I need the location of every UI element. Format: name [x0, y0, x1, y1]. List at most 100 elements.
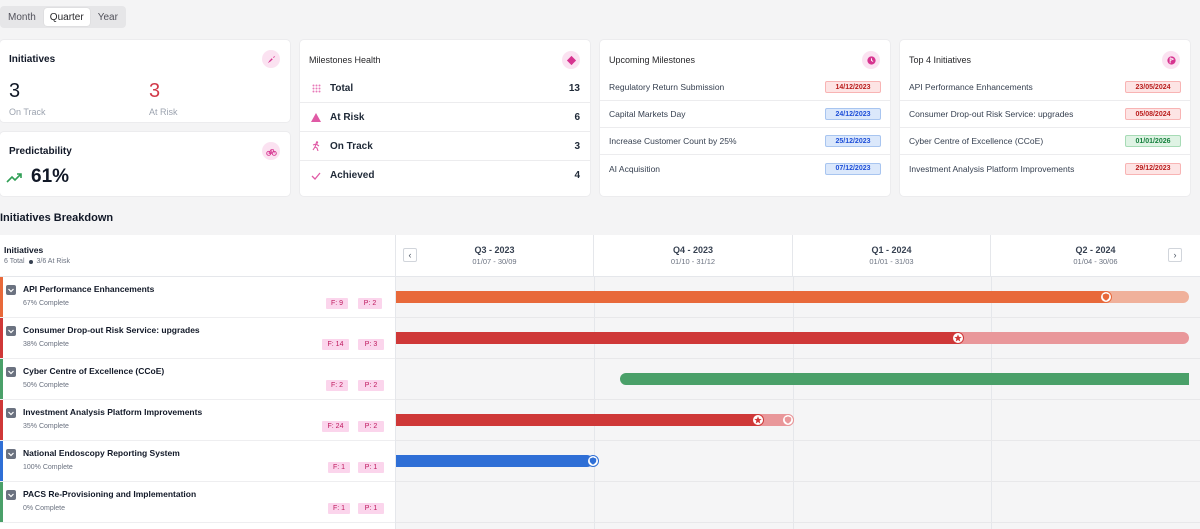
quarter-header: Q2 - 2024 01/04 - 30/06: [991, 235, 1200, 277]
on-track-count: 3: [9, 80, 21, 102]
initiative-complete: 100% Complete: [23, 464, 73, 471]
initiative-row[interactable]: PACS Re-Provisioning and Implementation …: [0, 482, 395, 523]
quarter-title: Q1 - 2024: [871, 245, 912, 255]
quarter-header: Q4 - 2023 01/10 - 31/12: [594, 235, 793, 277]
features-count-badge: F: 9: [326, 298, 348, 309]
milestone-at-risk-count: 6: [574, 111, 580, 123]
status-stripe: [0, 318, 3, 358]
gantt-bar[interactable]: [396, 414, 758, 426]
expand-toggle-icon[interactable]: [6, 449, 16, 459]
grid-dots-icon: [300, 84, 330, 93]
projects-count-badge: P: 1: [358, 462, 384, 473]
initiative-row[interactable]: Cyber Centre of Excellence (CCoE) 50% Co…: [0, 359, 395, 400]
diamond-icon: [562, 51, 580, 69]
projects-count-badge: P: 2: [358, 298, 382, 309]
at-risk-summary: 3/6 At Risk: [36, 258, 70, 265]
gantt-bar[interactable]: [620, 373, 1189, 385]
milestone-shield-icon[interactable]: [782, 414, 794, 426]
top-initiatives-card: Top 4 Initiatives API Performance Enhanc…: [900, 40, 1190, 196]
timeline-prev-button[interactable]: ‹: [403, 248, 417, 262]
gantt-bar-remaining[interactable]: [959, 332, 1189, 344]
expand-toggle-icon[interactable]: [6, 367, 16, 377]
at-risk-label: At Risk: [149, 107, 178, 117]
projects-count-badge: P: 3: [358, 339, 384, 350]
initiative-row[interactable]: Investment Analysis Platform Improvement…: [0, 400, 395, 441]
milestone-at-risk-label: At Risk: [330, 111, 365, 123]
upcoming-milestone-row[interactable]: Regulatory Return Submission 14/12/2023: [600, 74, 890, 101]
status-stripe: [0, 482, 3, 522]
date-badge: 23/05/2024: [1125, 81, 1181, 93]
breakdown-title: Initiatives Breakdown: [0, 212, 114, 224]
period-year[interactable]: Year: [97, 11, 118, 23]
date-badge: 24/12/2023: [825, 108, 881, 120]
status-stripe: [0, 400, 3, 440]
top-initiative-row[interactable]: API Performance Enhancements 23/05/2024: [900, 74, 1190, 101]
initiative-name: Cyber Centre of Excellence (CCoE): [23, 366, 165, 376]
initiative-row[interactable]: Consumer Drop-out Risk Service: upgrades…: [0, 318, 395, 359]
gantt-bar[interactable]: [396, 291, 1105, 303]
date-badge: 05/08/2024: [1125, 108, 1181, 120]
milestones-health-card: Milestones Health Total 13 At Risk 6 On …: [300, 40, 590, 196]
milestone-achieved-count: 4: [574, 170, 580, 181]
period-quarter[interactable]: Quarter: [43, 8, 90, 26]
period-toggle: Month Quarter Year: [0, 6, 126, 28]
initiative-name: PACS Re-Provisioning and Implementation: [23, 489, 197, 499]
initiative-row[interactable]: API Performance Enhancements 67% Complet…: [0, 277, 395, 318]
on-track-label: On Track: [9, 107, 46, 117]
clock-icon: [862, 51, 880, 69]
timeline-next-button[interactable]: ›: [1168, 248, 1182, 262]
expand-toggle-icon[interactable]: [6, 490, 16, 500]
gantt-bar[interactable]: [396, 332, 959, 344]
gantt-timeline: Q3 - 2023 01/07 - 30/09 Q4 - 2023 01/10 …: [396, 235, 1200, 529]
projects-count-badge: P: 2: [358, 421, 384, 432]
initiative-name: Investment Analysis Platform Improvement…: [23, 407, 203, 417]
top-initiative-row[interactable]: Cyber Centre of Excellence (CCoE) 01/01/…: [900, 128, 1190, 155]
milestone-at-risk-row: At Risk 6: [300, 103, 590, 132]
initiatives-breakdown: Initiatives 6 Total 3/6 At Risk API Perf…: [0, 235, 1200, 529]
gantt-bar[interactable]: [396, 455, 593, 467]
milestone-shield-icon[interactable]: [587, 455, 599, 467]
gantt-bar-remaining[interactable]: [1105, 291, 1189, 303]
status-stripe: [0, 277, 3, 317]
features-count-badge: F: 2: [326, 380, 348, 391]
milestone-star-icon[interactable]: [752, 414, 764, 426]
quarter-header: Q1 - 2024 01/01 - 31/03: [793, 235, 991, 277]
initiative-complete: 38% Complete: [23, 341, 69, 348]
date-badge: 07/12/2023: [825, 162, 881, 175]
expand-toggle-icon[interactable]: [6, 285, 16, 295]
milestone-shield-icon[interactable]: [1100, 291, 1112, 303]
period-month[interactable]: Month: [8, 11, 36, 23]
features-count-badge: F: 1: [328, 462, 350, 473]
upcoming-milestone-row[interactable]: Increase Customer Count by 25% 25/12/202…: [600, 128, 890, 155]
top-initiative-row[interactable]: Consumer Drop-out Risk Service: upgrades…: [900, 101, 1190, 128]
expand-toggle-icon[interactable]: [6, 326, 16, 336]
top-initiative-row[interactable]: Investment Analysis Platform Improvement…: [900, 155, 1190, 182]
date-badge: 25/12/2023: [825, 135, 881, 147]
upcoming-milestone-label: Regulatory Return Submission: [609, 82, 725, 92]
milestone-star-icon[interactable]: [952, 332, 964, 344]
initiative-row[interactable]: National Endoscopy Reporting System 100%…: [0, 441, 395, 482]
upcoming-milestone-row[interactable]: Capital Markets Day 24/12/2023: [600, 101, 890, 128]
quarter-title: Q3 - 2023: [474, 245, 515, 255]
top-initiative-label: Investment Analysis Platform Improvement…: [909, 163, 1075, 174]
initiative-name: National Endoscopy Reporting System: [23, 448, 180, 458]
upcoming-milestone-label: Increase Customer Count by 25%: [609, 136, 737, 146]
warning-triangle-icon: [300, 112, 330, 122]
flag-icon: [1162, 51, 1180, 69]
date-badge: 14/12/2023: [825, 81, 881, 93]
trend-up-icon: [6, 173, 22, 183]
expand-toggle-icon[interactable]: [6, 408, 16, 418]
upcoming-milestone-row[interactable]: AI Acquisition 07/12/2023: [600, 155, 890, 182]
upcoming-milestones-title: Upcoming Milestones: [609, 55, 696, 65]
quarter-range: 01/01 - 31/03: [869, 257, 914, 266]
initiative-complete: 50% Complete: [23, 382, 69, 389]
quarter-range: 01/07 - 30/09: [472, 257, 517, 266]
upcoming-milestone-label: AI Acquisition: [609, 163, 661, 174]
at-risk-count: 3: [149, 80, 161, 102]
initiatives-header-label: Initiatives: [4, 245, 44, 255]
projects-count-badge: P: 1: [358, 503, 384, 514]
features-count-badge: F: 1: [328, 503, 350, 514]
date-badge: 01/01/2026: [1125, 135, 1181, 147]
milestone-on-track-row: On Track 3: [300, 132, 590, 161]
initiative-complete: 0% Complete: [23, 505, 66, 512]
